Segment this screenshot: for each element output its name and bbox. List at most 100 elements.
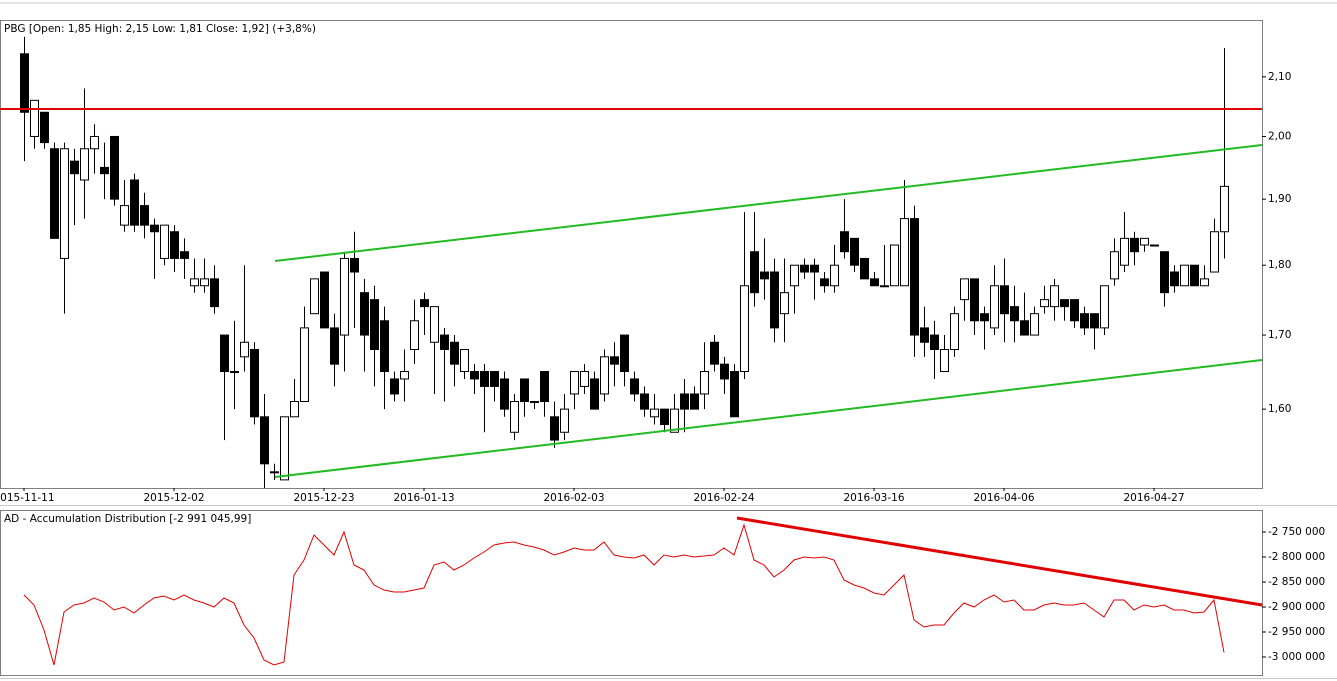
ad-panel: [0, 510, 1263, 676]
candle-body: [990, 285, 999, 329]
candle-body: [220, 334, 229, 373]
candle-body: [1030, 313, 1039, 336]
candle-body: [290, 401, 299, 418]
x-tick-label: 2016-04-06: [973, 492, 1034, 504]
candle-body: [640, 393, 649, 410]
candle-body: [830, 264, 839, 287]
y-tick-label: 2,10: [1268, 71, 1291, 83]
candle-body: [330, 327, 339, 365]
candle-body: [790, 264, 799, 287]
candle-body: [720, 363, 729, 380]
x-tick-label: 2015-12-23: [293, 492, 354, 504]
y-tick-label: 1,80: [1268, 259, 1291, 271]
candle-body: [110, 135, 119, 200]
candle-body: [230, 371, 239, 374]
candle-body: [1060, 299, 1069, 308]
candle-body: [300, 327, 309, 403]
candle-body: [690, 393, 699, 410]
candle-body: [1170, 271, 1179, 287]
x-tick-label: 2016-02-03: [543, 492, 604, 504]
candle-body: [530, 401, 539, 404]
candle-body: [1000, 285, 1009, 315]
candle-body: [1180, 264, 1189, 287]
ad-trend-line: [736, 516, 1263, 607]
candle-body: [150, 224, 159, 233]
candle-body: [670, 408, 679, 433]
candle-body: [60, 148, 69, 259]
candle-body: [1190, 264, 1199, 287]
candle-body: [940, 349, 949, 373]
candle-body: [310, 278, 319, 315]
candle-body: [600, 356, 609, 395]
x-tick-label: 2015-11-11: [0, 492, 55, 504]
candle-body: [570, 371, 579, 395]
candle-body: [130, 179, 139, 226]
x-tick-label: 2016-02-24: [693, 492, 754, 504]
upper-channel-line: [274, 144, 1263, 262]
candle-body: [550, 416, 559, 441]
candle-body: [540, 371, 549, 403]
candle-body: [160, 224, 169, 259]
candle-body: [800, 264, 809, 273]
candle-body: [1200, 278, 1209, 287]
candle-body: [120, 205, 129, 226]
candle-body: [840, 231, 849, 253]
candle-body: [480, 371, 489, 387]
price-title: PBG [Open: 1,85 High: 2,15 Low: 1,81 Clo…: [4, 23, 316, 35]
candle-body: [710, 341, 719, 365]
y-tick-label: 2,00: [1268, 130, 1291, 142]
candle-body: [210, 278, 219, 308]
candle-body: [320, 271, 329, 329]
candle-body: [470, 371, 479, 380]
candle-body: [390, 378, 399, 395]
candle-body: [350, 257, 359, 273]
candle-body: [850, 237, 859, 266]
candle-body: [780, 292, 789, 315]
x-tick-label: 2016-01-13: [393, 492, 454, 504]
candle-body: [250, 349, 259, 418]
candle-body: [620, 334, 629, 373]
candle-body: [50, 148, 59, 239]
candle-body: [370, 299, 379, 351]
candle-body: [360, 292, 369, 336]
y-tick-label: -2 800 000: [1268, 551, 1325, 563]
candle-body: [1130, 237, 1139, 253]
candle-body: [810, 264, 819, 273]
candle-body: [270, 471, 279, 474]
y-tick-label: 1,60: [1268, 403, 1291, 415]
y-tick-label: -2 950 000: [1268, 626, 1325, 638]
candle-body: [190, 278, 199, 287]
y-tick-label: -2 900 000: [1268, 601, 1325, 613]
candle-body: [630, 378, 639, 395]
y-tick-label: -3 000 000: [1268, 651, 1325, 663]
ad-line: [23, 523, 1225, 666]
candle-body: [70, 160, 79, 175]
candle-body: [1080, 313, 1089, 329]
candle-body: [730, 371, 739, 418]
candle-body: [930, 334, 939, 351]
candle-body: [420, 299, 429, 308]
y-tick-label: 1,70: [1268, 329, 1291, 341]
candle-body: [820, 278, 829, 287]
candle-body: [450, 341, 459, 365]
candle-body: [490, 371, 499, 387]
candle-body: [1090, 313, 1099, 329]
candle-body: [140, 205, 149, 226]
candle-body: [80, 148, 89, 181]
candle-body: [970, 278, 979, 322]
x-tick-label: 2016-04-27: [1123, 492, 1184, 504]
candle-body: [430, 306, 439, 343]
candle-body: [90, 135, 99, 150]
x-tick-label: 2015-12-02: [143, 492, 204, 504]
candle-body: [500, 378, 509, 410]
candle-body: [1110, 251, 1119, 280]
candle-body: [30, 99, 39, 137]
candle-body: [950, 313, 959, 351]
candle-body: [960, 278, 969, 301]
candle-body: [260, 416, 269, 465]
candle-body: [760, 271, 769, 280]
candle-body: [1040, 299, 1049, 308]
candle-body: [340, 257, 349, 336]
candle-body: [1010, 306, 1019, 322]
